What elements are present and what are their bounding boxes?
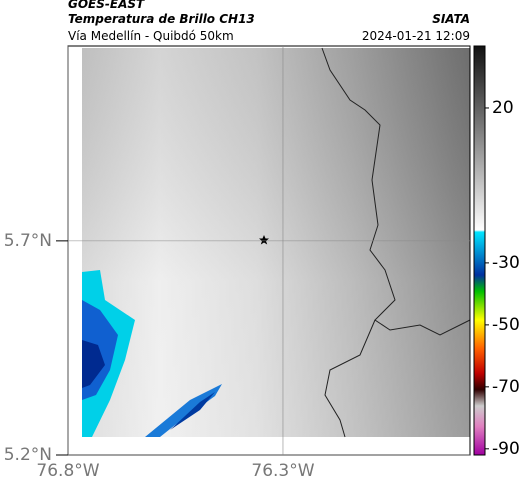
title: GOES-EAST xyxy=(68,0,145,11)
colorbar xyxy=(473,45,486,456)
source: SIATA xyxy=(432,12,470,26)
x-tick-label: 76.3°W xyxy=(251,461,314,481)
y-tick-label: 5.7°N xyxy=(4,231,52,251)
colorbar-tick-label: -90 xyxy=(492,439,520,459)
timestamp: 2024-01-21 12:09 xyxy=(362,29,470,43)
y-tick-label: 5.2°N xyxy=(4,445,52,465)
colorbar-tick-label: -70 xyxy=(492,377,520,397)
colorbar-tick-label: -50 xyxy=(492,315,520,335)
colorbar-tick-label: 20 xyxy=(492,98,514,118)
location: Vía Medellín - Quibdó 50km xyxy=(68,29,234,43)
colorbar-tick-label: -30 xyxy=(492,253,520,273)
x-tick-label: 76.8°W xyxy=(36,461,99,481)
subtitle: Temperatura de Brillo CH13 xyxy=(68,12,255,26)
map-image xyxy=(67,45,471,456)
